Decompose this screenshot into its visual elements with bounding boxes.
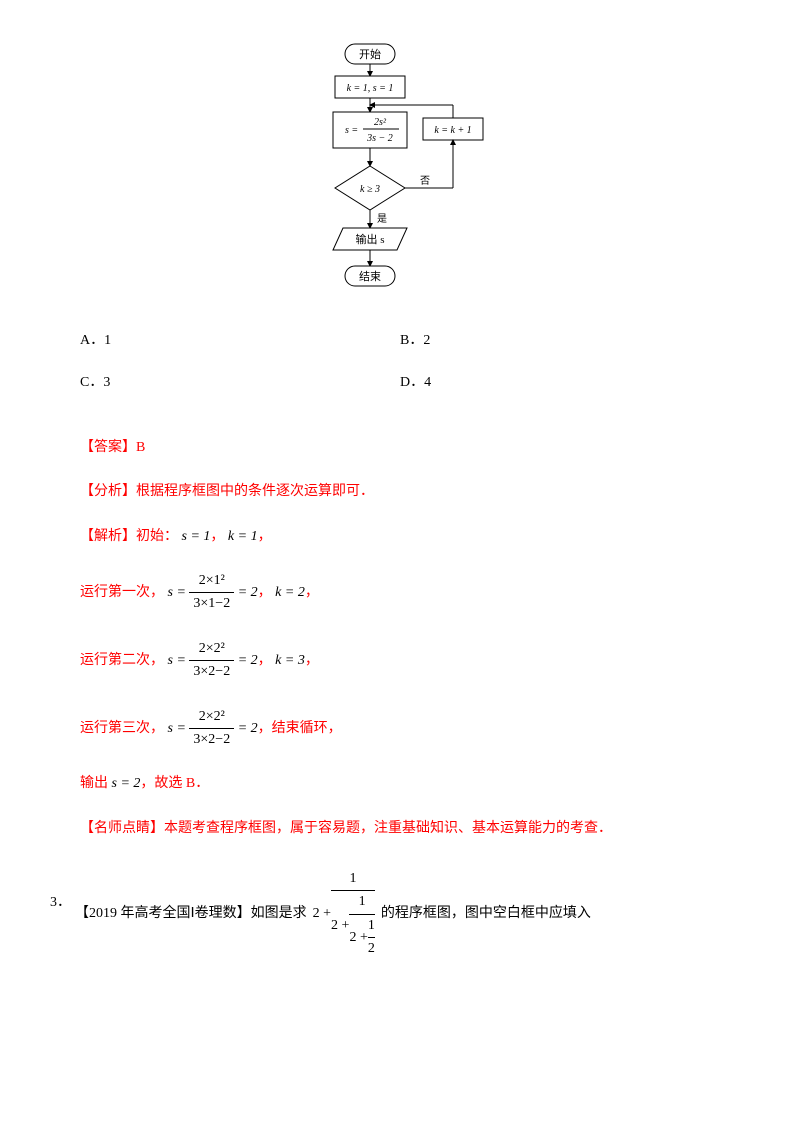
flow-s-lhs: s = [345,125,358,136]
cf-2plus-2: 2 + [349,927,367,949]
run3-lhs: s = [168,721,186,736]
answer-label: 【答案】 [80,440,136,455]
answer-block: 【答案】B [80,437,720,459]
comment-text: 本题考查程序框图，属于容易题，注重基础知识、基本运算能力的考查． [164,821,612,836]
out-val: s = 2 [112,776,141,791]
cf-den-2: 2 [368,941,375,956]
cf-2plus-1: 2 + [331,915,349,937]
flow-cond: k ≥ 3 [360,184,380,195]
q3-pre: 如图是求 [251,903,307,925]
run1-num: 2×1² [189,570,234,592]
q3-source: 【2019 年高考全国Ⅰ卷理数】 [75,903,251,925]
solution-init-a: 初始： [136,529,178,544]
solution-init: 【解析】初始： s = 1， k = 1， [80,526,720,548]
cf-one-0: 1 [349,871,356,886]
flow-init: k = 1, s = 1 [347,83,394,94]
run3-num: 2×2² [189,706,234,728]
analysis-block: 【分析】根据程序框图中的条件逐次运算即可． [80,481,720,503]
run3-block: 运行第三次， s = 2×2² 3×2−2 = 2，结束循环， [80,706,720,752]
out-label: 输出 [80,776,112,791]
cf-one-1: 1 [359,894,366,909]
run3-den: 3×2−2 [189,728,234,751]
question-3: 3． 【2019 年高考全国Ⅰ卷理数】 如图是求 2 + 1 2 + 1 2 +… [80,868,720,961]
run3-eq: = 2 [238,721,258,736]
continued-fraction: 2 + 1 2 + 1 2 + 1 2 [313,868,375,961]
run1-block: 运行第一次， s = 2×1² 3×1−2 = 2， k = 2， [80,570,720,616]
run2-eq: = 2 [238,653,258,668]
run1-label: 运行第一次， [80,585,164,600]
run2-block: 运行第二次， s = 2×2² 3×2−2 = 2， k = 3， [80,638,720,684]
run2-label: 运行第二次， [80,653,164,668]
run2-k: k = 3 [275,653,305,668]
run1-den: 3×1−2 [189,592,234,615]
comment-block: 【名师点睛】本题考查程序框图，属于容易题，注重基础知识、基本运算能力的考查． [80,818,720,840]
answer-value: B [136,440,145,455]
run2-den: 3×2−2 [189,660,234,683]
cf-2plus-0: 2 + [313,903,331,925]
analysis-text: 根据程序框图中的条件逐次运算即可． [136,484,374,499]
cf-one-2: 1 [368,918,375,933]
options-row: A．1 B．2 C．3 D．4 [80,330,720,415]
option-d: D．4 [400,372,720,394]
output-block: 输出 s = 2，故选 B． [80,773,720,795]
flow-output: 输出 s [355,232,384,246]
flow-start: 开始 [359,47,381,61]
flow-inc: k = k + 1 [434,125,471,136]
run1-eq: = 2 [238,585,258,600]
run1-k: k = 2 [275,585,305,600]
option-b: B．2 [400,330,720,352]
solution-init-s: s = 1 [182,529,211,544]
run3-tail: ，结束循环， [258,721,342,736]
flow-yes: 是 [377,213,387,225]
solution-init-k: k = 1 [228,529,258,544]
comment-label: 【名师点睛】 [80,821,164,836]
flow-s-num: 2s² [374,117,387,128]
out-tail: ，故选 B． [140,776,209,791]
run1-lhs: s = [168,585,186,600]
q3-post: 的程序框图，图中空白框中应填入 [381,903,591,925]
flow-no: 否 [420,175,430,187]
flowchart-svg: 开始 k = 1, s = 1 s = 2s² 3s − 2 k = k + 1… [295,40,505,300]
flow-end: 结束 [359,270,381,283]
run2-num: 2×2² [189,638,234,660]
option-c: C．3 [80,372,400,394]
q3-number: 3． [50,868,71,914]
option-a: A．1 [80,330,400,352]
flowchart-container: 开始 k = 1, s = 1 s = 2s² 3s − 2 k = k + 1… [80,40,720,300]
run3-label: 运行第三次， [80,721,164,736]
solution-label: 【解析】 [80,529,136,544]
flow-s-den: 3s − 2 [366,133,393,144]
analysis-label: 【分析】 [80,484,136,499]
run2-lhs: s = [168,653,186,668]
